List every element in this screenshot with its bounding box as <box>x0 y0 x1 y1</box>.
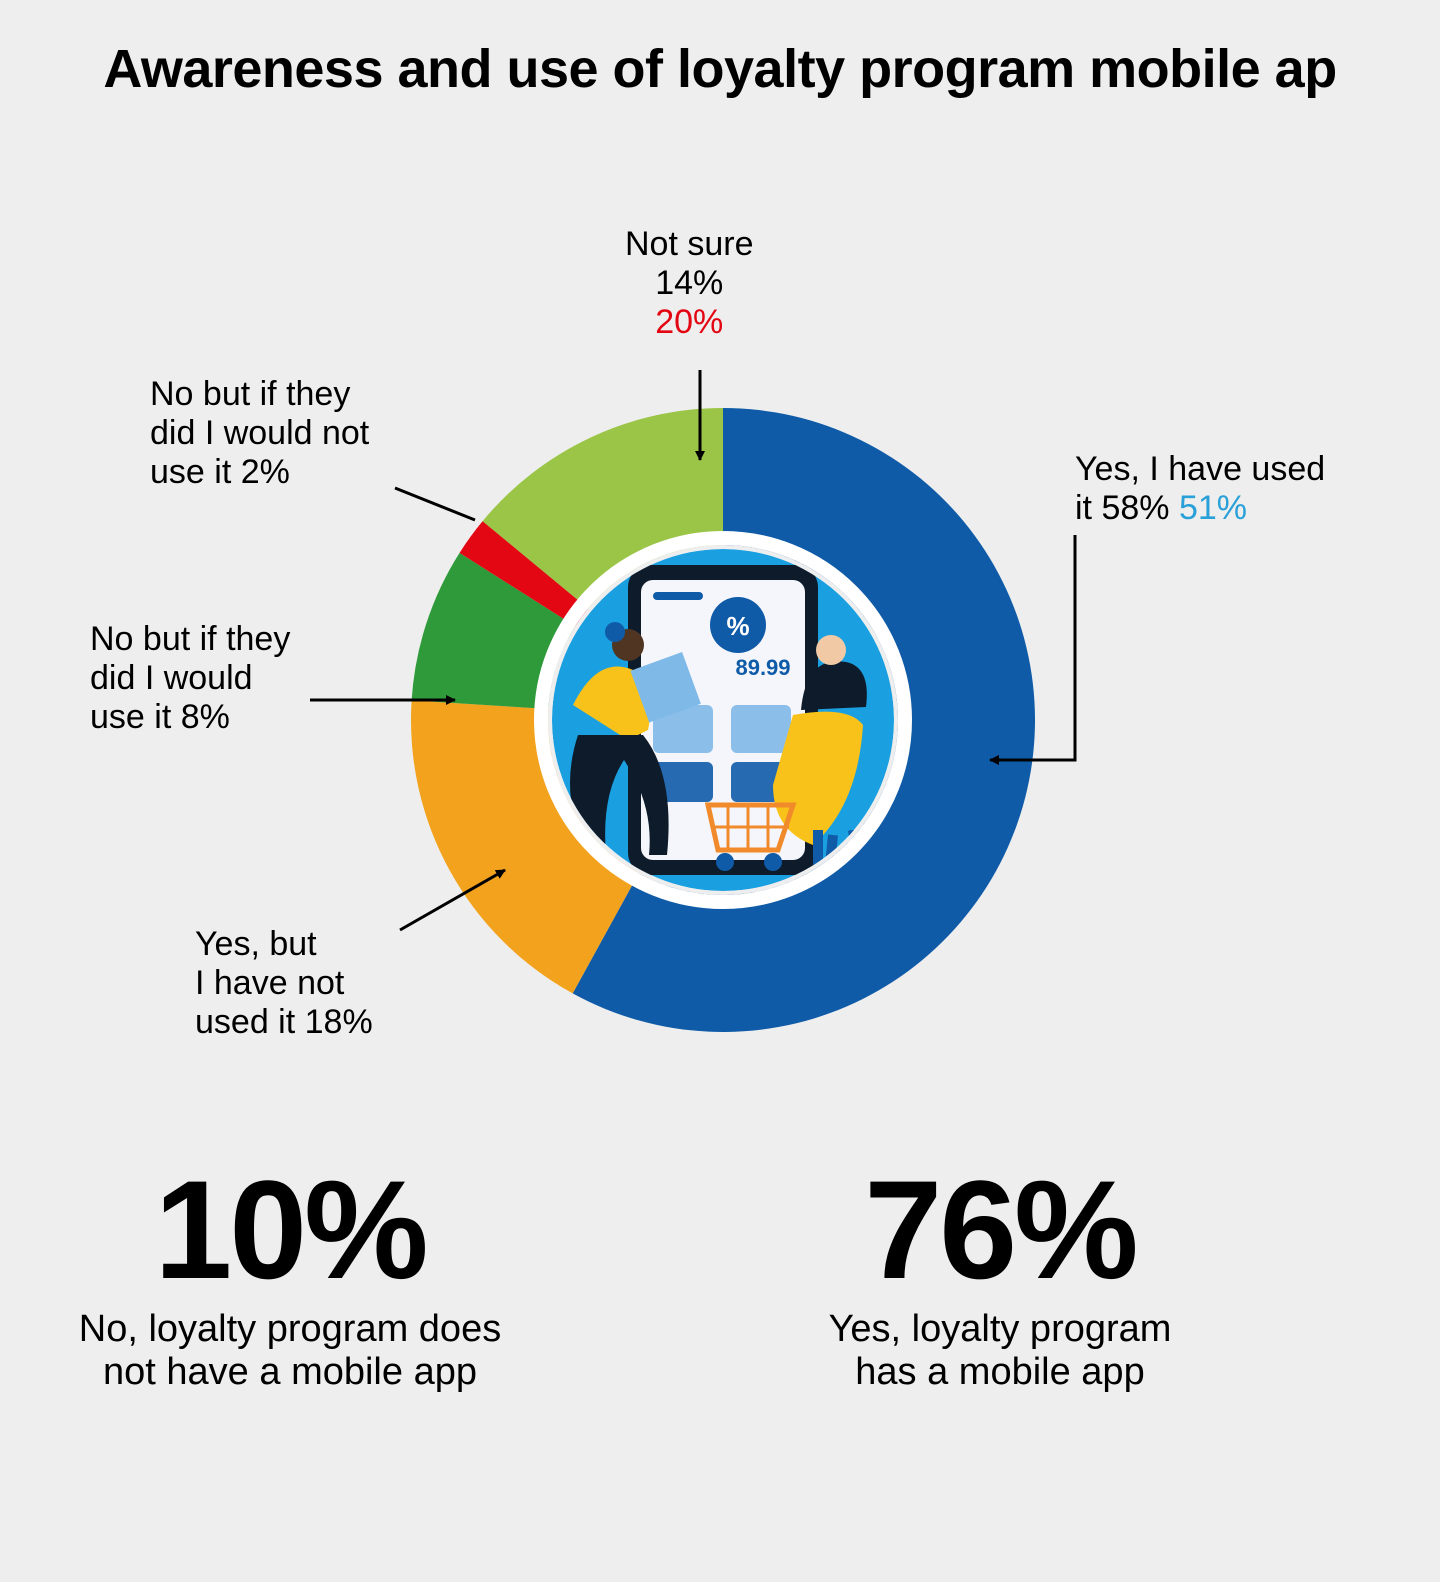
label-not_sure: Not sure14%20% <box>625 225 754 342</box>
stat-caption-right: Yes, loyalty programhas a mobile app <box>765 1308 1235 1394</box>
label-would_not: No but if theydid I would notuse it 2% <box>150 375 369 492</box>
leader-would_not <box>395 488 475 520</box>
stat-big-right: 76% <box>765 1160 1235 1300</box>
percent-icon: % <box>726 611 749 641</box>
label-used: Yes, I have usedit 58% 51% <box>1075 450 1325 528</box>
stat-big-left: 10% <box>55 1160 525 1300</box>
price-label: 89.99 <box>735 655 790 680</box>
stat-left: 10%No, loyalty program doesnot have a mo… <box>55 1160 525 1394</box>
label-not_used: Yes, butI have notused it 18% <box>195 925 373 1042</box>
stat-right: 76%Yes, loyalty programhas a mobile app <box>765 1160 1235 1394</box>
infographic-root: { "title": { "text": "Awareness and use … <box>0 0 1440 1582</box>
stat-caption-left: No, loyalty program doesnot have a mobil… <box>55 1308 525 1394</box>
center-illustration: % 89.99 <box>552 549 894 891</box>
label-would_use: No but if theydid I woulduse it 8% <box>90 620 290 737</box>
